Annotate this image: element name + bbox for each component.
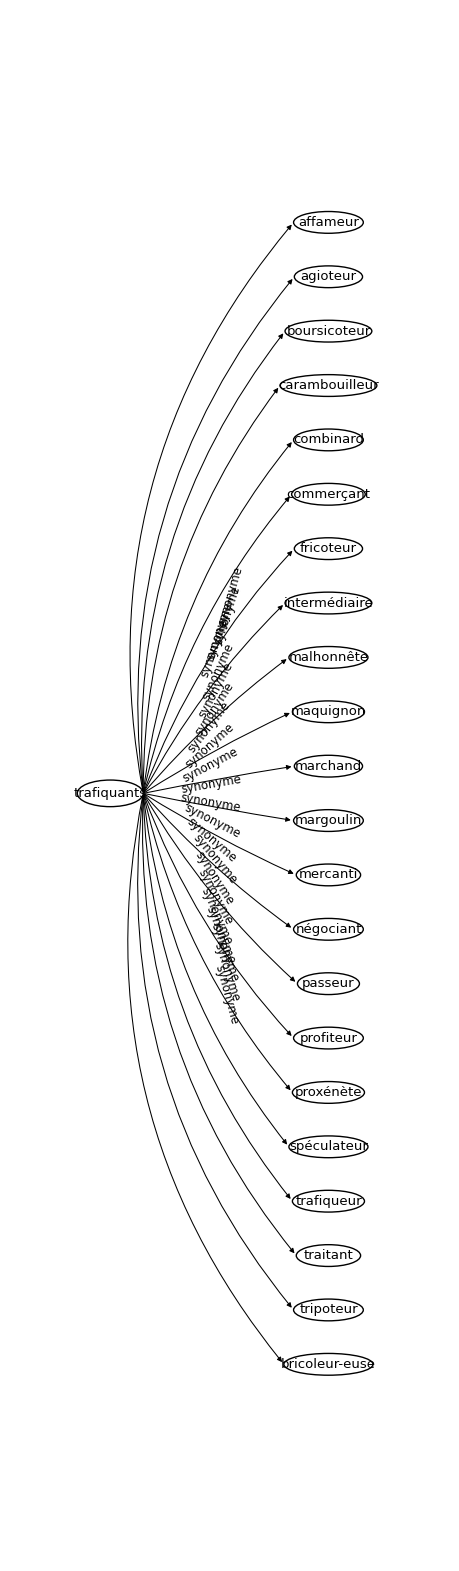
Ellipse shape [288, 1136, 367, 1158]
Text: synonyme: synonyme [192, 680, 236, 738]
Text: synonyme: synonyme [200, 641, 236, 702]
FancyArrowPatch shape [130, 225, 291, 792]
Ellipse shape [293, 919, 363, 939]
FancyArrowPatch shape [144, 606, 282, 792]
FancyArrowPatch shape [141, 335, 282, 792]
Text: synonyme: synonyme [212, 963, 240, 1026]
Text: affameur: affameur [297, 215, 358, 229]
FancyArrowPatch shape [143, 388, 277, 792]
Ellipse shape [293, 809, 363, 831]
Ellipse shape [77, 781, 143, 806]
FancyArrowPatch shape [144, 795, 290, 927]
Ellipse shape [297, 972, 358, 994]
Ellipse shape [294, 756, 362, 778]
FancyArrowPatch shape [143, 795, 289, 1199]
FancyArrowPatch shape [143, 795, 290, 1035]
Text: synonyme: synonyme [208, 921, 241, 983]
FancyArrowPatch shape [144, 793, 289, 822]
Text: synonyme: synonyme [212, 584, 242, 646]
Text: négociant: négociant [295, 922, 361, 936]
Text: boursicoteur: boursicoteur [285, 325, 370, 338]
Text: synonyme: synonyme [185, 699, 233, 754]
Text: synonyme: synonyme [182, 801, 242, 840]
Ellipse shape [285, 320, 371, 342]
Text: synonyme: synonyme [198, 617, 231, 680]
Ellipse shape [293, 1299, 363, 1321]
Text: maquignon: maquignon [290, 705, 365, 718]
Text: proxénète: proxénète [294, 1086, 361, 1100]
FancyArrowPatch shape [143, 443, 291, 792]
Text: synonyme: synonyme [203, 903, 237, 966]
Text: bricoleur-euse: bricoleur-euse [280, 1357, 375, 1371]
Text: fricoteur: fricoteur [299, 542, 356, 555]
Ellipse shape [293, 429, 363, 451]
Text: trafiquants: trafiquants [73, 787, 146, 800]
Text: mercanti: mercanti [298, 869, 358, 881]
Text: synonyme: synonyme [215, 566, 245, 627]
Text: synonyme: synonyme [185, 815, 239, 866]
Text: synonyme: synonyme [198, 886, 234, 947]
Text: synonyme: synonyme [179, 792, 241, 814]
Text: passeur: passeur [302, 977, 354, 990]
Text: commerçant: commerçant [286, 487, 369, 501]
Ellipse shape [292, 1191, 364, 1213]
Ellipse shape [283, 1354, 372, 1375]
Ellipse shape [296, 1244, 360, 1266]
Ellipse shape [285, 592, 371, 614]
Ellipse shape [296, 864, 360, 886]
Text: marchand: marchand [294, 760, 361, 773]
FancyArrowPatch shape [143, 498, 288, 792]
Text: tripoteur: tripoteur [298, 1304, 357, 1316]
Text: synonyme: synonyme [180, 745, 240, 786]
Text: spéculateur: spéculateur [288, 1141, 367, 1153]
Ellipse shape [288, 647, 367, 668]
Ellipse shape [292, 701, 364, 723]
Ellipse shape [291, 484, 364, 506]
FancyArrowPatch shape [144, 765, 290, 793]
Text: synonyme: synonyme [196, 867, 235, 927]
Text: margoulin: margoulin [294, 814, 361, 826]
Text: intermédiaire: intermédiaire [283, 597, 373, 610]
Text: synonyme: synonyme [180, 773, 242, 795]
FancyArrowPatch shape [143, 795, 286, 1144]
Ellipse shape [293, 212, 363, 233]
Text: trafiqueur: trafiqueur [295, 1194, 361, 1208]
Ellipse shape [294, 265, 362, 287]
FancyArrowPatch shape [144, 713, 288, 793]
Text: traitant: traitant [303, 1249, 353, 1262]
Text: synonyme: synonyme [195, 660, 235, 720]
Text: carambouilleur: carambouilleur [278, 379, 378, 393]
Text: synonyme: synonyme [192, 848, 236, 906]
Text: synonyme: synonyme [183, 721, 236, 771]
Ellipse shape [280, 374, 376, 396]
Text: synonyme: synonyme [204, 600, 235, 661]
FancyArrowPatch shape [137, 795, 291, 1307]
FancyArrowPatch shape [143, 551, 291, 792]
Text: synonyme: synonyme [190, 831, 239, 886]
FancyArrowPatch shape [144, 795, 294, 980]
FancyArrowPatch shape [143, 795, 289, 1089]
FancyArrowPatch shape [137, 280, 291, 792]
Text: synonyme: synonyme [211, 941, 242, 1002]
Text: malhonnête: malhonnête [288, 650, 368, 665]
FancyArrowPatch shape [144, 660, 285, 792]
FancyArrowPatch shape [142, 795, 293, 1252]
Text: combinard: combinard [292, 434, 363, 446]
FancyArrowPatch shape [144, 793, 292, 873]
Ellipse shape [292, 1081, 364, 1103]
Ellipse shape [294, 537, 362, 559]
Text: agioteur: agioteur [300, 270, 356, 283]
Text: profiteur: profiteur [299, 1032, 357, 1045]
Ellipse shape [293, 1027, 363, 1049]
FancyArrowPatch shape [128, 795, 281, 1360]
